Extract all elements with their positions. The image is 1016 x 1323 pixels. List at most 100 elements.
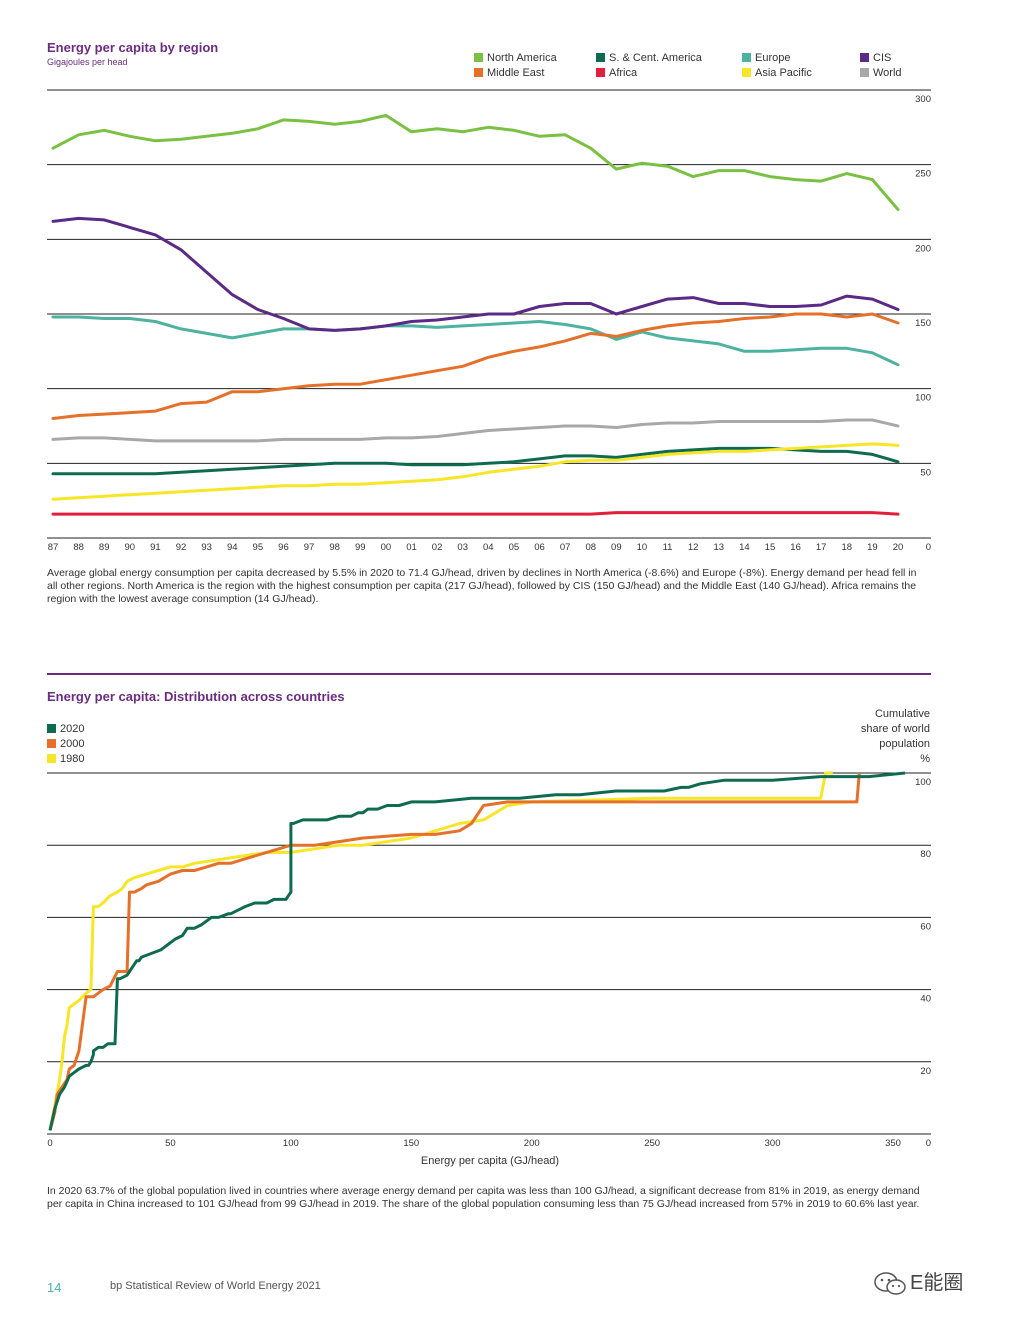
- x-tick-label: 06: [534, 542, 545, 553]
- legend-label: 2000: [60, 738, 85, 750]
- ylabel-line: population: [879, 738, 930, 750]
- x-tick-label: 16: [790, 542, 801, 553]
- x-tick-label: 95: [253, 542, 264, 553]
- x-tick-label: 87: [48, 542, 59, 553]
- x-tick-label: 03: [457, 542, 468, 553]
- x-tick-label: 88: [73, 542, 84, 553]
- legend-item-2000: 2000: [47, 738, 84, 750]
- x-tick-label: 07: [560, 542, 571, 553]
- chart1-caption: Average global energy consumption per ca…: [47, 567, 917, 605]
- x-tick-label: 90: [125, 542, 136, 553]
- x-tick-label: 97: [304, 542, 315, 553]
- series-line-europe: [51, 315, 900, 367]
- legend-item-world: World: [860, 67, 902, 79]
- x-tick-label: 14: [739, 542, 750, 553]
- x-tick-label: 10: [637, 542, 648, 553]
- legend-swatch: [596, 53, 605, 62]
- series-line-north-america: [51, 113, 900, 211]
- series-line-s-cent-america: [51, 446, 900, 476]
- x-tick-label: 13: [713, 542, 724, 553]
- x-tick-label: 01: [406, 542, 417, 553]
- legend-swatch: [47, 754, 56, 763]
- legend-item-cis: CIS: [860, 52, 891, 64]
- series-line-world: [51, 418, 900, 443]
- legend-item-africa: Africa: [596, 67, 637, 79]
- legend-label: World: [873, 67, 902, 79]
- legend-swatch: [742, 68, 751, 77]
- chart1-title: Energy per capita by region: [47, 40, 219, 55]
- x-tick-label: 17: [816, 542, 827, 553]
- wechat-icon: [872, 1270, 910, 1298]
- x-tick-label: 200: [524, 1138, 540, 1149]
- y-tick-label: 50: [920, 467, 931, 478]
- x-tick-label: 02: [432, 542, 443, 553]
- page-number: 14: [47, 1280, 62, 1295]
- legend-swatch: [596, 68, 605, 77]
- watermark: E能圈: [872, 1266, 963, 1298]
- y-tick-label: 0: [926, 542, 931, 553]
- x-tick-label: 11: [663, 542, 673, 553]
- legend-item-europe: Europe: [742, 52, 790, 64]
- legend-swatch: [47, 739, 56, 748]
- x-tick-label: 50: [165, 1138, 176, 1149]
- y-tick-label: 250: [915, 169, 931, 180]
- legend-label: North America: [487, 52, 557, 64]
- legend-item-2020: 2020: [47, 723, 84, 735]
- legend-item-asia-pacific: Asia Pacific: [742, 67, 812, 79]
- y-tick-label: 60: [920, 921, 931, 932]
- x-tick-label: 18: [841, 542, 852, 553]
- series-line-2020: [48, 771, 906, 1131]
- watermark-text: E能圈: [910, 1272, 964, 1294]
- x-tick-label: 12: [688, 542, 699, 553]
- series-line-cis: [51, 216, 900, 332]
- x-tick-label: 89: [99, 542, 110, 553]
- x-tick-label: 94: [227, 542, 238, 553]
- ylabel-line: %: [920, 753, 930, 765]
- section-divider: [47, 673, 931, 675]
- y-tick-label: 20: [920, 1066, 931, 1077]
- x-tick-label: 96: [278, 542, 289, 553]
- legend-item-north-america: North America: [474, 52, 557, 64]
- series-line-middle-east: [51, 312, 900, 420]
- x-tick-label: 150: [403, 1138, 419, 1149]
- x-tick-label: 250: [644, 1138, 660, 1149]
- legend-label: Middle East: [487, 67, 545, 79]
- legend-swatch: [860, 68, 869, 77]
- legend-label: 1980: [60, 753, 85, 765]
- series-line-2000: [48, 772, 861, 1131]
- legend-item-1980: 1980: [47, 753, 84, 765]
- legend-swatch: [47, 724, 56, 733]
- legend-label: CIS: [873, 52, 892, 64]
- chart1-subtitle: Gigajoules per head: [47, 57, 128, 67]
- legend-label: Europe: [755, 52, 791, 64]
- x-tick-label: 0: [47, 1138, 52, 1149]
- legend-label: Africa: [609, 67, 638, 79]
- chart2-ylabel: Cumulative share of world population %: [861, 707, 930, 767]
- x-tick-label: 99: [355, 542, 366, 553]
- x-tick-label: 05: [509, 542, 520, 553]
- x-tick-label: 08: [585, 542, 596, 553]
- legend-swatch: [860, 53, 869, 62]
- ylabel-line: share of world: [860, 723, 930, 735]
- series-line-africa: [51, 511, 900, 516]
- publication-title: bp Statistical Review of World Energy 20…: [110, 1280, 321, 1292]
- x-tick-label: 15: [765, 542, 776, 553]
- x-tick-label: 92: [176, 542, 187, 553]
- x-tick-label: 98: [329, 542, 340, 553]
- x-tick-label: 19: [867, 542, 878, 553]
- y-tick-label: 100: [915, 777, 931, 788]
- y-tick-label: 300: [915, 94, 931, 105]
- legend-label: Asia Pacific: [755, 67, 812, 79]
- x-tick-label: 350: [885, 1138, 901, 1149]
- legend-label: 2020: [60, 723, 85, 735]
- legend-label: S. & Cent. America: [609, 52, 702, 64]
- chart2-xlabel: Energy per capita (GJ/head): [420, 1155, 560, 1167]
- y-tick-label: 100: [915, 393, 931, 404]
- x-tick-label: 300: [765, 1138, 781, 1149]
- series-line-asia-pacific: [51, 442, 900, 501]
- legend-swatch: [474, 53, 483, 62]
- legend-item-middle-east: Middle East: [474, 67, 544, 79]
- x-tick-label: 00: [381, 542, 392, 553]
